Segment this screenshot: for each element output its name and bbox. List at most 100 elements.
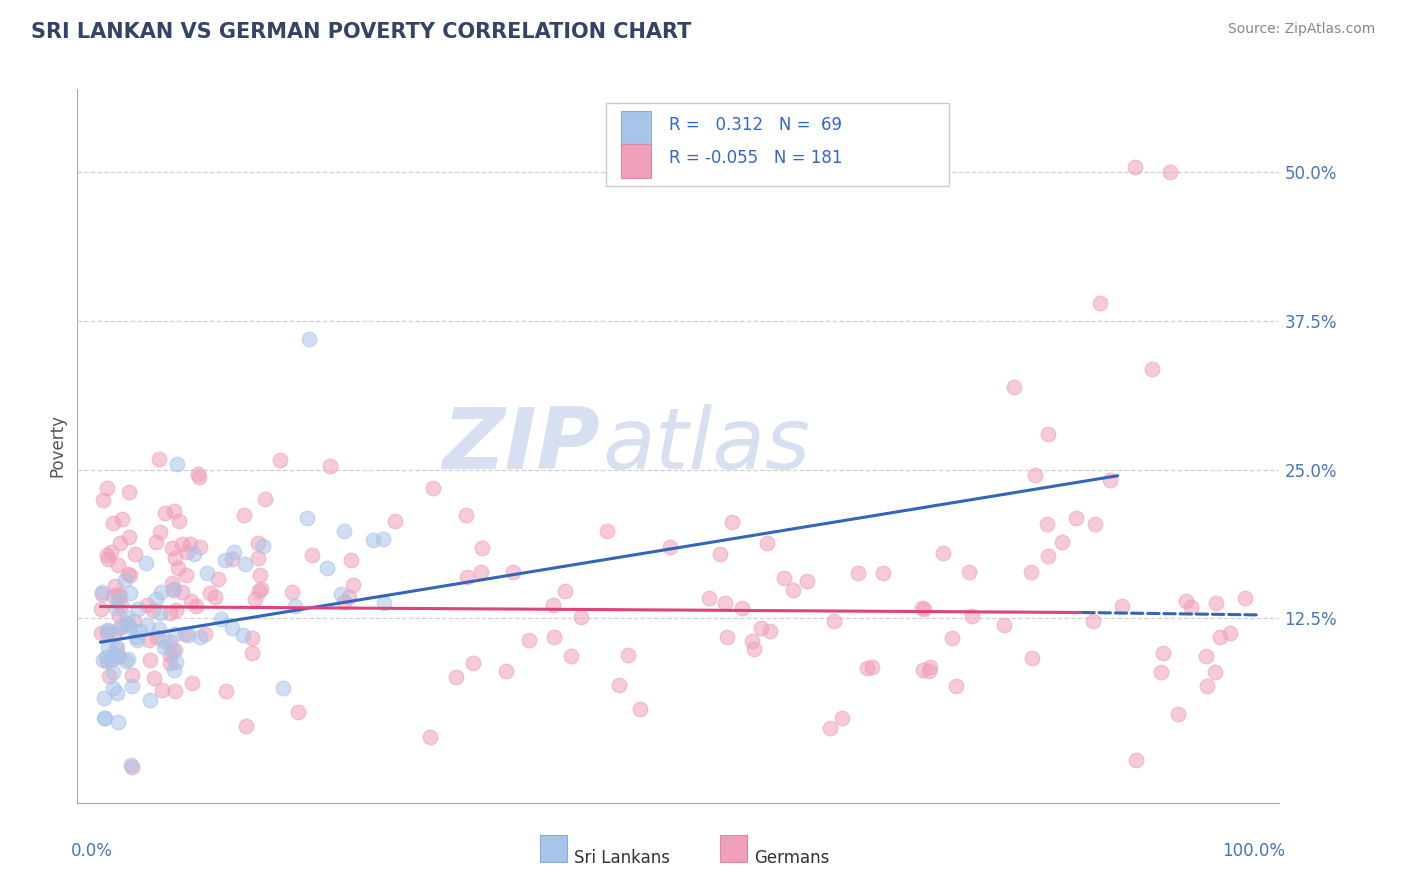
Point bbox=[384, 514, 406, 528]
Point bbox=[121, 668, 143, 682]
Point bbox=[90, 587, 112, 601]
Point bbox=[180, 676, 202, 690]
Point bbox=[104, 642, 127, 657]
Point bbox=[97, 552, 120, 566]
Point bbox=[1064, 511, 1087, 525]
Point bbox=[165, 551, 187, 566]
Point bbox=[714, 596, 737, 610]
Point bbox=[1152, 646, 1174, 660]
Point bbox=[97, 624, 120, 638]
Point bbox=[461, 656, 484, 670]
Point bbox=[240, 646, 263, 660]
Point bbox=[252, 539, 274, 553]
Point bbox=[1175, 594, 1198, 608]
Point bbox=[108, 620, 131, 634]
Point bbox=[163, 626, 186, 640]
Point bbox=[281, 585, 304, 599]
Point bbox=[911, 601, 934, 615]
Point bbox=[91, 652, 114, 666]
Point bbox=[125, 630, 148, 644]
Point bbox=[782, 583, 804, 598]
Point bbox=[163, 643, 186, 657]
Point bbox=[91, 493, 114, 508]
Point bbox=[142, 671, 165, 685]
Point bbox=[117, 616, 139, 631]
Point bbox=[148, 452, 170, 467]
Point bbox=[108, 608, 131, 623]
Point bbox=[115, 610, 138, 624]
Point bbox=[136, 599, 159, 613]
Point bbox=[166, 457, 188, 471]
Point bbox=[108, 589, 131, 603]
Point bbox=[100, 544, 122, 558]
Point bbox=[1167, 707, 1189, 722]
Point bbox=[1125, 753, 1147, 767]
Point bbox=[118, 586, 141, 600]
Point bbox=[183, 547, 205, 561]
Point bbox=[271, 681, 294, 695]
Point bbox=[243, 592, 266, 607]
Point bbox=[138, 693, 160, 707]
Point bbox=[250, 582, 273, 596]
Point bbox=[135, 556, 157, 570]
Point bbox=[1195, 679, 1218, 693]
Point bbox=[295, 510, 318, 524]
Point bbox=[235, 719, 257, 733]
Point bbox=[120, 758, 142, 772]
Point bbox=[818, 722, 841, 736]
Point bbox=[233, 508, 256, 522]
Point bbox=[94, 711, 117, 725]
Point bbox=[162, 583, 184, 598]
Point bbox=[560, 649, 582, 664]
Point bbox=[554, 584, 576, 599]
Point bbox=[188, 470, 211, 484]
Point bbox=[149, 607, 172, 621]
Point bbox=[107, 715, 129, 730]
Point bbox=[519, 633, 541, 648]
Point bbox=[93, 691, 115, 706]
Point bbox=[742, 642, 765, 657]
Point bbox=[284, 599, 307, 613]
Point bbox=[297, 332, 319, 346]
Point bbox=[105, 685, 128, 699]
Text: R =   0.312   N =  69: R = 0.312 N = 69 bbox=[669, 116, 842, 134]
Point bbox=[1159, 165, 1181, 179]
Point bbox=[454, 508, 477, 522]
Text: ZIP: ZIP bbox=[443, 404, 600, 488]
FancyBboxPatch shape bbox=[540, 835, 567, 862]
Point bbox=[470, 565, 492, 579]
Point bbox=[149, 584, 172, 599]
Point bbox=[1099, 473, 1122, 487]
Point bbox=[96, 481, 118, 495]
Point bbox=[127, 632, 149, 647]
Point bbox=[108, 621, 131, 635]
Point bbox=[846, 566, 869, 581]
Point bbox=[796, 574, 818, 588]
Text: R = -0.055   N = 181: R = -0.055 N = 181 bbox=[669, 149, 842, 168]
Point bbox=[167, 514, 190, 528]
Point bbox=[1090, 296, 1112, 310]
Point bbox=[247, 536, 270, 550]
Point bbox=[333, 524, 356, 538]
Point bbox=[569, 610, 592, 624]
Point bbox=[118, 484, 141, 499]
Point bbox=[330, 587, 353, 601]
Point bbox=[94, 649, 117, 664]
Point bbox=[1081, 615, 1104, 629]
Point bbox=[912, 602, 935, 616]
Point bbox=[101, 590, 124, 604]
Point bbox=[136, 618, 159, 632]
FancyBboxPatch shape bbox=[720, 835, 747, 862]
Point bbox=[1111, 599, 1133, 614]
Point bbox=[114, 573, 136, 587]
Point bbox=[117, 651, 139, 665]
Point bbox=[607, 678, 630, 692]
Point bbox=[97, 640, 120, 654]
Point bbox=[159, 606, 181, 620]
Point bbox=[720, 516, 742, 530]
Point bbox=[1205, 596, 1227, 610]
Point bbox=[741, 633, 763, 648]
Point bbox=[1204, 665, 1226, 680]
Point bbox=[96, 626, 118, 640]
Point bbox=[103, 627, 125, 641]
